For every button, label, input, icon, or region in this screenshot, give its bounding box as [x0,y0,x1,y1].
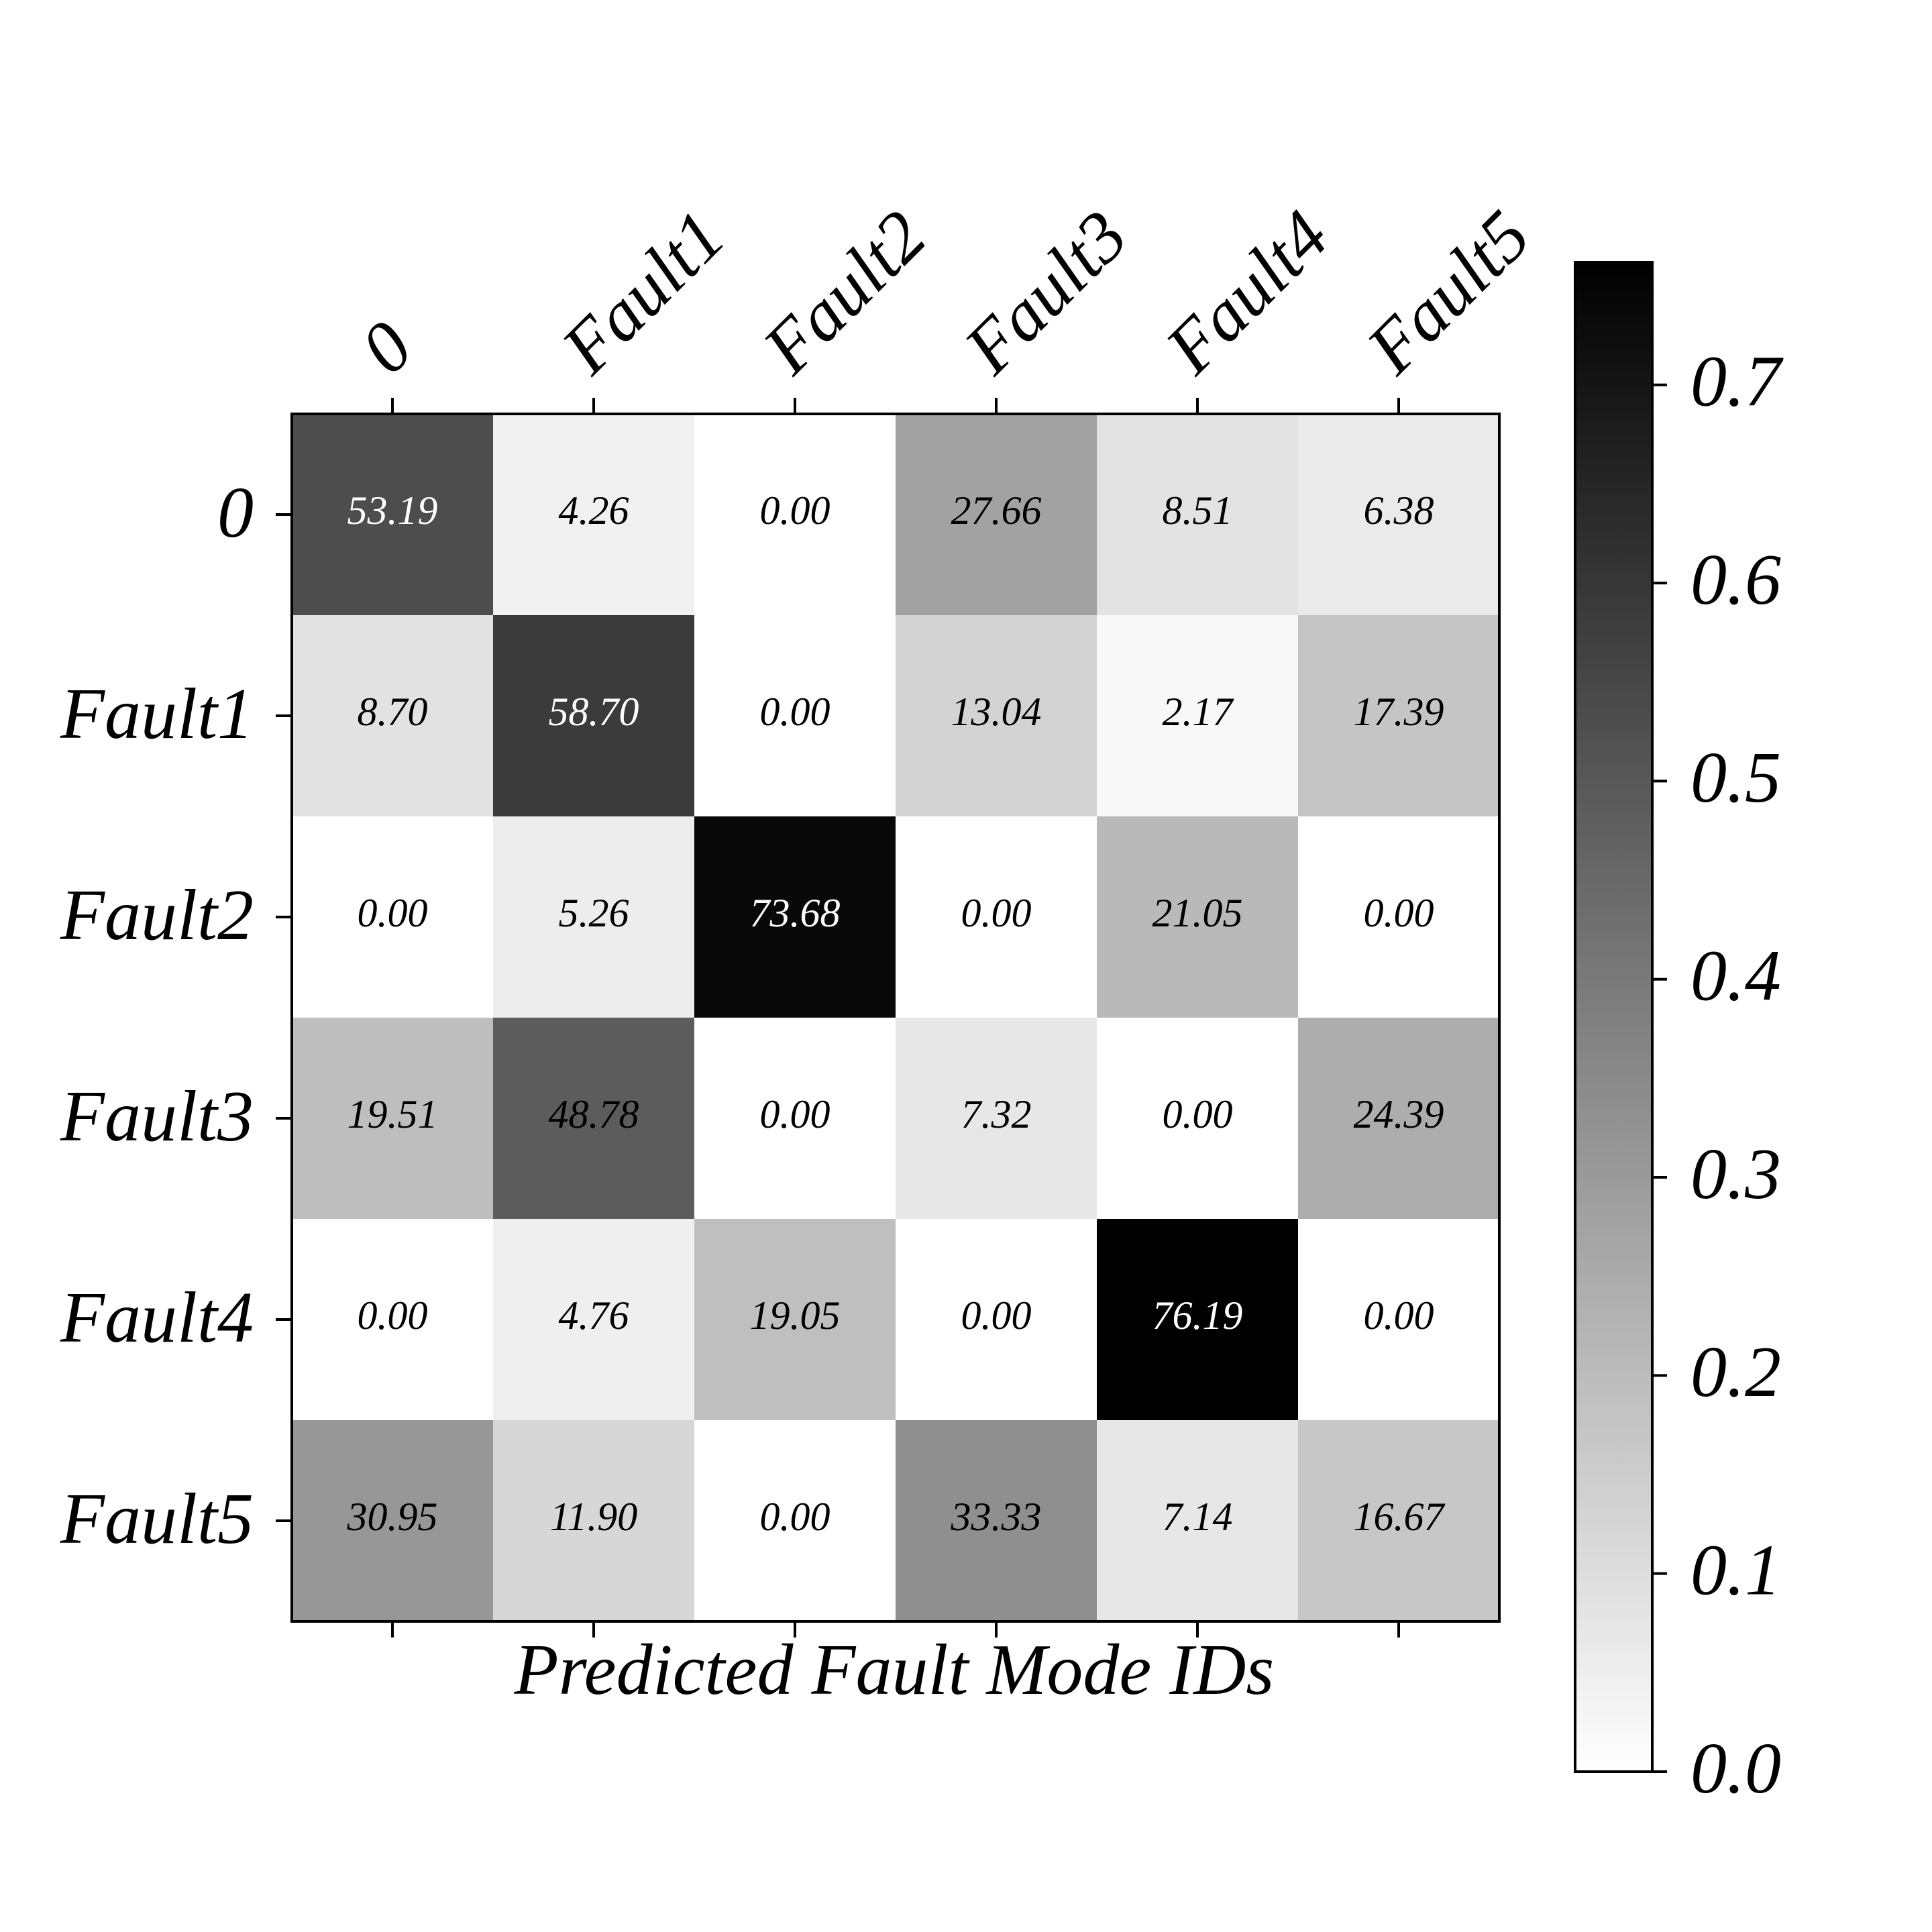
cell-label: 0.00 [961,1293,1032,1338]
y-tick-label: Fault3 [60,1077,254,1157]
cell-label: 2.17 [1163,690,1235,734]
heatmap-cell [896,1018,1097,1220]
cell-label: 11.90 [550,1495,638,1539]
cell-label: 8.70 [358,690,428,734]
cell-label: 21.05 [1152,891,1243,935]
heatmap-cell [896,414,1097,616]
x-tick-label: Fault2 [748,196,941,389]
heatmap-cell [292,816,494,1018]
cell-label: 0.00 [961,891,1032,935]
colorbar-tick-label: 0.6 [1690,540,1781,620]
x-tick-label: Fault5 [1352,196,1545,389]
heatmap-cell [896,1420,1097,1622]
colorbar-tick-label: 0.5 [1690,738,1781,818]
heatmap-cell [694,816,896,1018]
colorbar-tick-label: 0.0 [1690,1729,1781,1809]
cell-label: 7.32 [961,1092,1032,1136]
cell-label: 6.38 [1364,488,1434,533]
cell-label: 4.76 [559,1293,629,1338]
heatmap-cell [493,816,695,1018]
cell-label: 0.00 [1364,891,1434,935]
y-tick-label: Fault5 [60,1479,254,1559]
cell-label: 4.26 [559,488,629,533]
colorbar-tick-label: 0.1 [1690,1530,1781,1610]
heatmap-cell [896,816,1097,1018]
cell-label: 0.00 [1364,1293,1434,1338]
cell-label: 48.78 [549,1092,639,1136]
x-tick-label: Fault4 [1150,196,1344,389]
cell-label: 13.04 [951,690,1042,734]
heatmap-cell [292,1219,494,1421]
cell-label: 27.66 [951,488,1042,533]
colorbar-tick-label: 0.3 [1690,1134,1781,1214]
heatmap-cell [1097,1219,1299,1421]
cell-label: 0.00 [760,488,830,533]
heatmap-cell [1298,1420,1500,1622]
y-tick-label: Fault2 [60,875,254,955]
heatmap-cell [292,414,494,616]
cell-label: 8.51 [1163,488,1233,533]
heatmap-cell [1097,816,1299,1018]
heatmap-cell [694,615,896,817]
x-tick-label: Fault1 [547,196,740,389]
heatmap-cell [292,1420,494,1622]
cell-label: 58.70 [549,690,639,734]
cell-label: 0.00 [1163,1092,1233,1136]
heatmap-cell [493,1018,695,1220]
cell-label: 0.00 [358,891,428,935]
cell-label: 0.00 [760,1092,830,1136]
cell-label: 30.95 [347,1495,438,1539]
heatmap-cell [493,615,695,817]
x-tick-label: Fault3 [949,196,1142,389]
colorbar-tick-label: 0.4 [1690,936,1781,1016]
cell-label: 0.00 [760,690,830,734]
heatmap-cell [1298,615,1500,817]
x-axis-label: Predicted Fault Mode IDs [514,1630,1275,1710]
cell-label: 0.00 [760,1495,830,1539]
cell-label: 5.26 [559,891,629,935]
heatmap-cell [896,615,1097,817]
heatmap-cell [694,1018,896,1220]
heatmap-cell [493,1420,695,1622]
heatmap-cell [1097,1420,1299,1622]
heatmap-cell [694,414,896,616]
heatmap-cell [1298,1219,1500,1421]
cell-label: 19.05 [750,1293,841,1338]
cell-label: 17.39 [1354,690,1444,734]
cell-label: 76.19 [1152,1293,1243,1338]
colorbar-tick-label: 0.2 [1690,1332,1781,1412]
heatmap-cell [1097,1018,1299,1220]
heatmap-cell [1298,414,1500,616]
cell-label: 53.19 [347,488,438,533]
cell-label: 0.00 [358,1293,428,1338]
heatmap-cell [493,1219,695,1421]
colorbar-tick-label: 0.7 [1690,342,1784,422]
cell-label: 24.39 [1354,1092,1444,1136]
y-tick-label: Fault4 [60,1278,254,1358]
heatmap-cell [1097,414,1299,616]
y-tick-label: 0 [217,473,254,553]
cell-label: 19.51 [347,1092,438,1136]
heatmap-cell [493,414,695,616]
heatmap-cell [292,615,494,817]
heatmap-cell [1298,816,1500,1018]
y-tick-label: Fault1 [60,674,254,754]
cell-label: 7.14 [1163,1495,1233,1539]
heatmap-cell [1298,1018,1500,1220]
cell-label: 73.68 [750,891,841,935]
heatmap-cell [292,1018,494,1220]
cell-label: 16.67 [1354,1495,1446,1539]
x-tick-label: 0 [345,307,427,388]
plot-frame [290,413,1501,1623]
heatmap-cell [896,1219,1097,1421]
cell-label: 33.33 [951,1495,1042,1539]
heatmap-cell [1097,615,1299,817]
colorbar [1574,261,1654,1773]
heatmap-cell [694,1420,896,1622]
heatmap-cell [694,1219,896,1421]
